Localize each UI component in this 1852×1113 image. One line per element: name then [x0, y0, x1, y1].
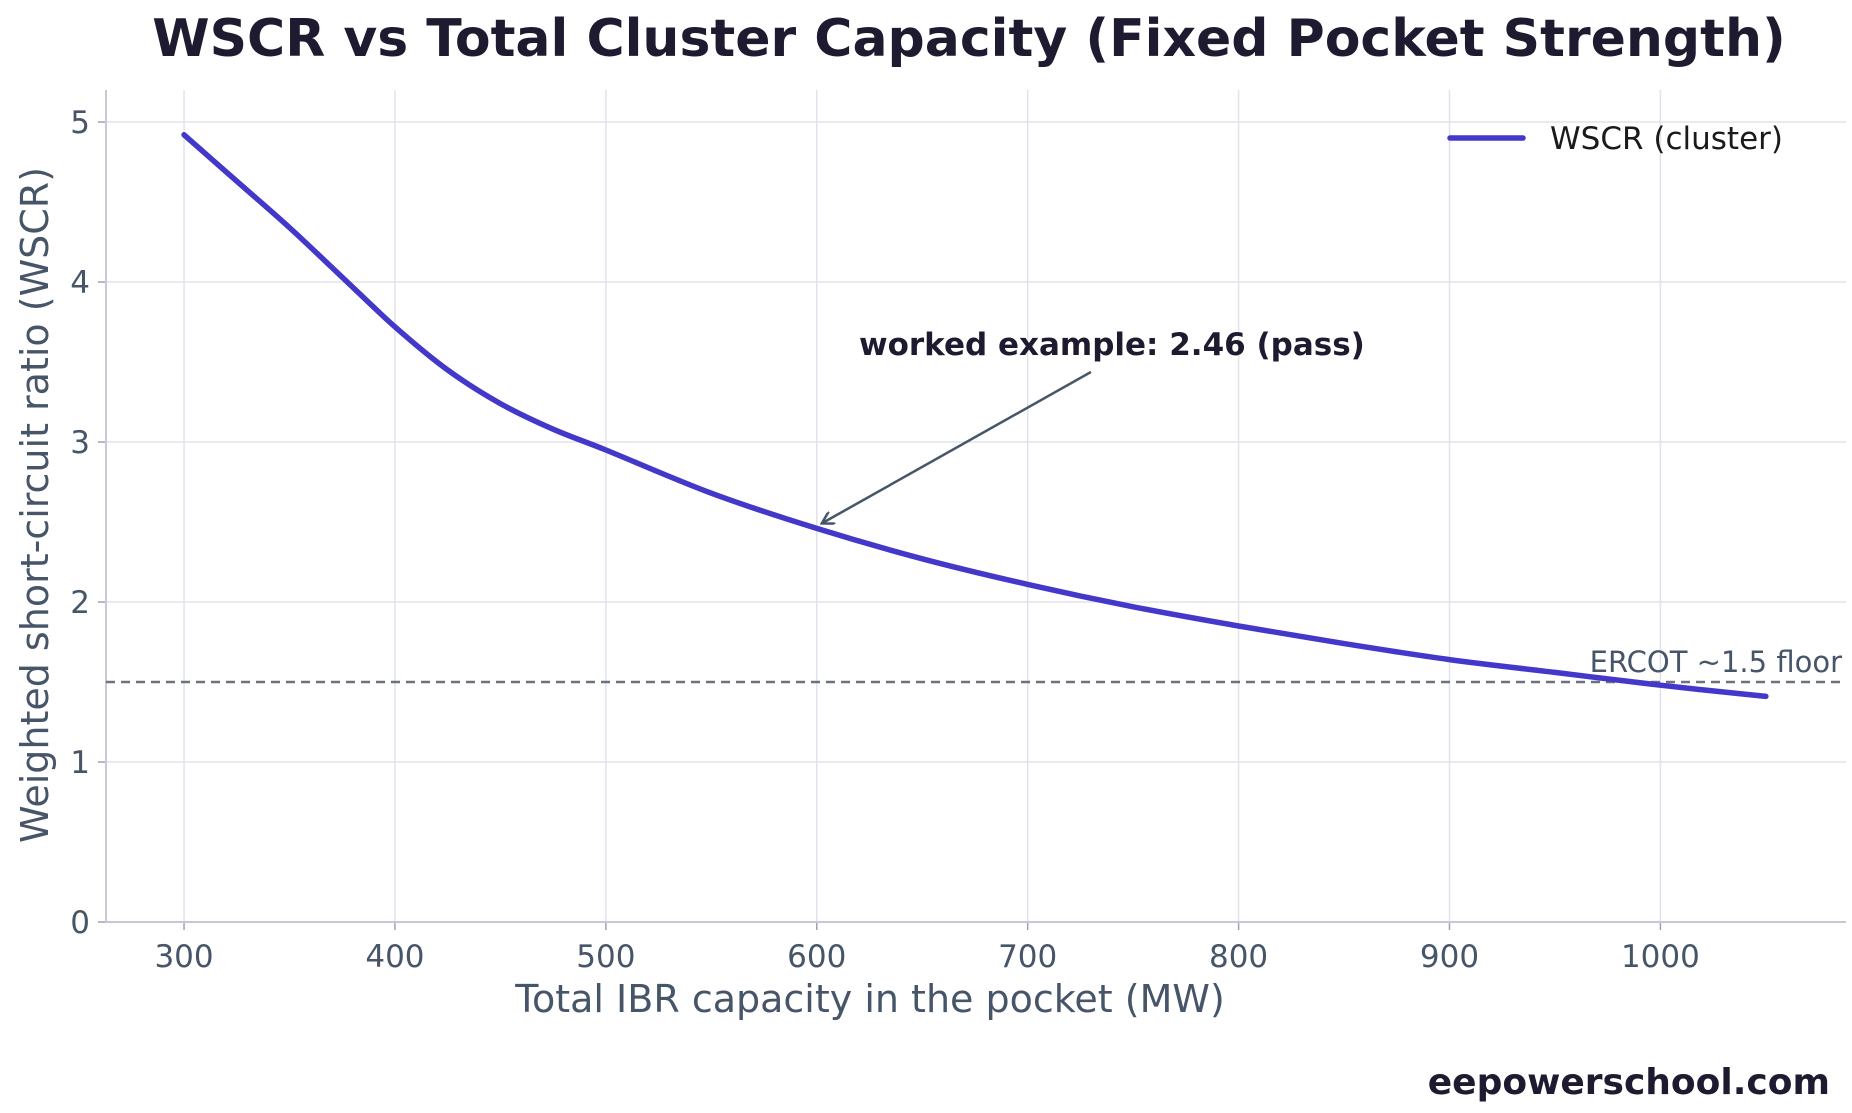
y-tick-label: 3 [70, 425, 90, 461]
x-tick-label: 800 [1209, 939, 1268, 975]
chart-title: WSCR vs Total Cluster Capacity (Fixed Po… [152, 9, 1786, 69]
x-tick-label: 900 [1420, 939, 1479, 975]
annotation-text: worked example: 2.46 (pass) [859, 327, 1365, 363]
x-tick-label: 500 [576, 939, 635, 975]
y-tick-label: 5 [70, 105, 90, 141]
x-tick-label: 300 [154, 939, 213, 975]
reference-line-label: ERCOT ~1.5 floor [1590, 645, 1842, 679]
annotation-group: worked example: 2.46 (pass) [822, 327, 1365, 523]
x-axis-label: Total IBR capacity in the pocket (MW) [514, 977, 1225, 1021]
watermark: eepowerschool.com [1428, 1062, 1830, 1103]
legend: WSCR (cluster) [1447, 121, 1783, 157]
x-tick-label: 1000 [1621, 939, 1700, 975]
y-tick-label: 1 [70, 745, 90, 781]
y-tick-label: 0 [70, 905, 90, 941]
legend-label: WSCR (cluster) [1550, 121, 1783, 157]
reference-line-group: ERCOT ~1.5 floor [106, 645, 1846, 684]
x-tick-label: 400 [365, 939, 424, 975]
axes: 300 400 500 600 700 800 900 1000 0 1 2 3 4 5 [70, 90, 1846, 975]
y-tick-label: 4 [70, 265, 90, 301]
annotation-arrow [822, 370, 1092, 523]
series-line-wscr [181, 132, 1769, 700]
y-axis-label: Weighted short-circuit ratio (WSCR) [13, 167, 57, 843]
x-tick-label: 700 [998, 939, 1057, 975]
x-tick-label: 600 [787, 939, 846, 975]
series-group [181, 132, 1769, 700]
grid [106, 90, 1846, 923]
y-tick-label: 2 [70, 585, 90, 621]
